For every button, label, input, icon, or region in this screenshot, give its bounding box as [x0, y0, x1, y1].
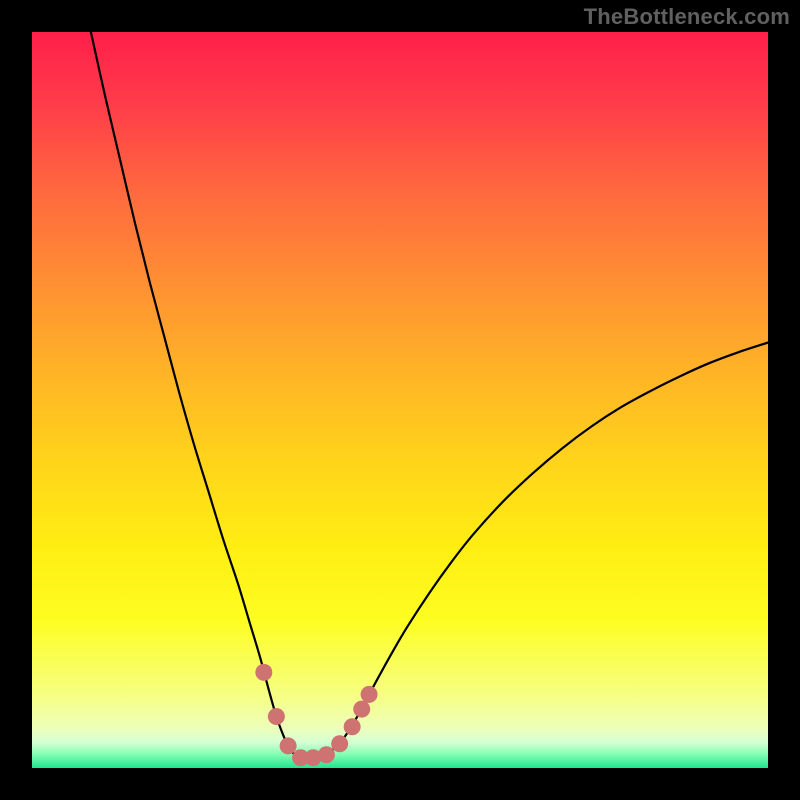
plot-background — [32, 32, 768, 768]
marker-dot — [353, 701, 370, 718]
chart-container: TheBottleneck.com — [0, 0, 800, 800]
marker-dot — [344, 718, 361, 735]
marker-dot — [268, 708, 285, 725]
marker-dot — [361, 686, 378, 703]
marker-dot — [318, 746, 335, 763]
marker-dot — [331, 735, 348, 752]
marker-dot — [255, 664, 272, 681]
marker-dot — [280, 737, 297, 754]
watermark: TheBottleneck.com — [584, 4, 790, 30]
bottleneck-chart — [0, 0, 800, 800]
